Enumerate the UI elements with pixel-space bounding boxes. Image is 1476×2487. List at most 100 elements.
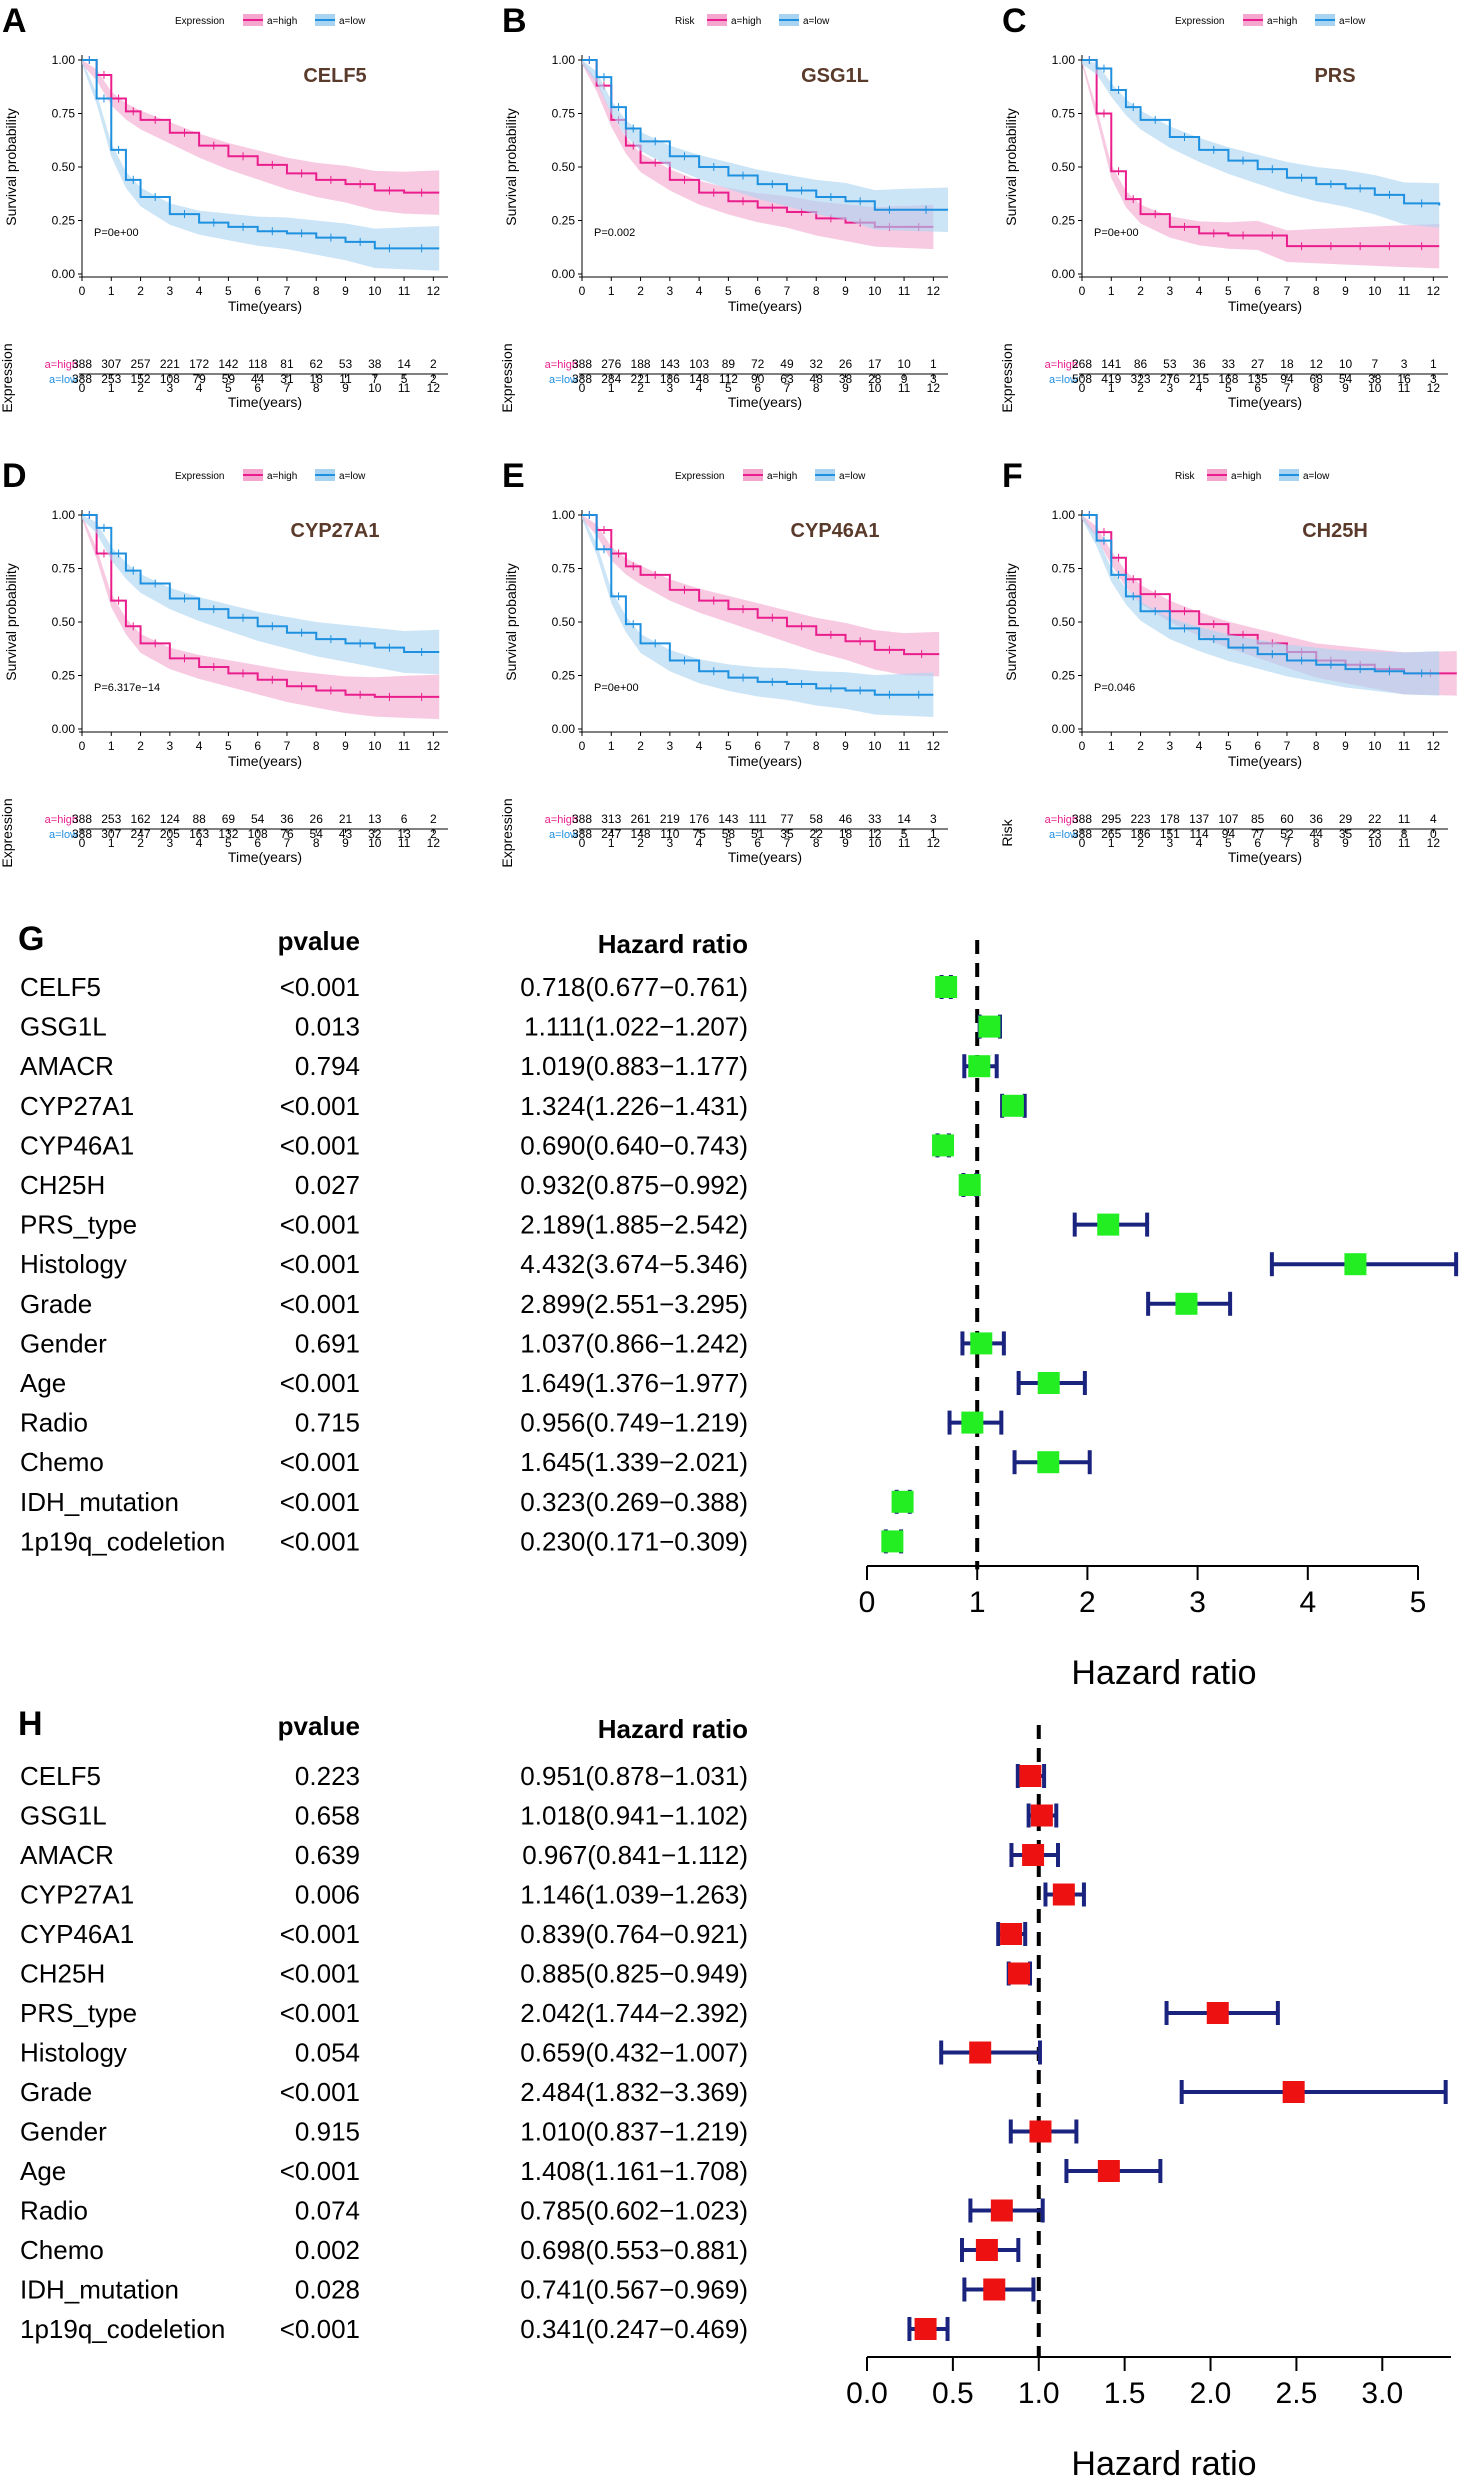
x-tick-label: 0: [1079, 739, 1086, 753]
risk-x-tick-label: 9: [1342, 381, 1349, 395]
x-tick-label: 8: [313, 284, 320, 298]
x-tick-label: 8: [813, 739, 820, 753]
hazard-ratio-point: [914, 2318, 937, 2340]
panel-letter-D: D: [2, 457, 27, 495]
hazard-ratio-point: [978, 1015, 1001, 1038]
pvalue-value: 0.691: [295, 1328, 360, 1358]
ci-band-high: [1082, 515, 1457, 696]
risk-table-title: Expression: [499, 343, 515, 412]
pvalue-value: <0.001: [280, 1091, 360, 1121]
y-tick-label: 0.75: [52, 562, 76, 576]
hazard-ratio-point: [1052, 1883, 1075, 1906]
y-tick-label: 0.75: [1052, 562, 1076, 576]
hazard-ratio-header: Hazard ratio: [598, 1714, 748, 1744]
risk-count: 36: [1192, 357, 1206, 371]
risk-count: 33: [1222, 357, 1236, 371]
risk-count: 17: [868, 357, 882, 371]
legend-label-low: a=low: [339, 16, 366, 27]
risk-x-tick-label: 12: [927, 381, 941, 395]
legend-label-high: a=high: [1231, 471, 1261, 482]
forest-x-tick-label: 0.5: [932, 2377, 974, 2410]
x-tick-label: 10: [368, 284, 382, 298]
hazard-ratio-point: [1037, 1372, 1060, 1394]
risk-count: 3: [930, 372, 937, 386]
risk-count: 58: [722, 827, 736, 841]
x-tick-label: 12: [427, 284, 441, 298]
gene-name-label: CH25H: [1302, 520, 1368, 542]
x-tick-label: 1: [108, 284, 115, 298]
x-tick-label: 8: [1313, 284, 1320, 298]
risk-count: 247: [601, 827, 621, 841]
risk-count: 1: [1430, 357, 1437, 371]
x-tick-label: 12: [1427, 739, 1441, 753]
risk-count: 13: [368, 812, 382, 826]
legend-title: Expression: [1175, 16, 1224, 27]
risk-count: 3: [1401, 357, 1408, 371]
risk-x-tick-label: 10: [1368, 381, 1382, 395]
risk-count: 32: [810, 357, 824, 371]
risk-group-label: a=low: [49, 374, 78, 386]
hazard-ratio-point: [1008, 1962, 1031, 1985]
risk-count: 2: [430, 827, 437, 841]
variable-label: 1p19q_codeletion: [20, 1526, 225, 1556]
hazard-ratio-point: [1097, 1213, 1120, 1236]
forest-x-tick-label: 1: [969, 1586, 986, 1619]
risk-x-tick-label: 5: [725, 836, 732, 850]
hazard-ratio-point: [961, 1411, 984, 1434]
risk-count: 221: [160, 357, 180, 371]
variable-label: CH25H: [20, 1959, 105, 1989]
y-tick-label: 0.75: [552, 107, 576, 121]
hazard-ratio-value: 0.967(0.841−1.112): [522, 1840, 748, 1870]
risk-count: 4: [1430, 812, 1437, 826]
variable-label: PRS_type: [20, 1210, 137, 1240]
risk-x-tick-label: 11: [898, 381, 911, 395]
variable-label: CYP46A1: [20, 1919, 134, 1949]
risk-x-tick-label: 8: [313, 381, 320, 395]
ci-band-high: [82, 515, 440, 720]
hazard-ratio-value: 4.432(3.674−5.346): [520, 1249, 748, 1279]
x-tick-label: 11: [398, 739, 411, 753]
panel-letter-H: H: [18, 1705, 43, 1743]
x-tick-label: 7: [1284, 739, 1291, 753]
risk-count: 59: [222, 372, 236, 386]
pvalue-value: <0.001: [280, 1487, 360, 1517]
hazard-ratio-point: [1001, 1094, 1024, 1117]
risk-x-tick-label: 4: [196, 381, 203, 395]
x-tick-label: 3: [1166, 284, 1173, 298]
risk-count: 186: [660, 372, 680, 386]
variable-label: Chemo: [20, 1447, 104, 1477]
variable-label: Histology: [20, 1249, 127, 1279]
risk-count: 151: [1160, 827, 1180, 841]
risk-x-tick-label: 11: [898, 836, 911, 850]
hazard-ratio-point: [1037, 1451, 1060, 1474]
risk-x-tick-label: 8: [813, 381, 820, 395]
risk-x-tick-label: 12: [427, 836, 441, 850]
x-tick-label: 4: [1196, 284, 1203, 298]
risk-count: 14: [397, 357, 411, 371]
risk-count: 388: [72, 812, 92, 826]
legend-title: Risk: [675, 16, 695, 27]
risk-x-tick-label: 2: [637, 381, 644, 395]
x-axis-title: Time(years): [1228, 298, 1302, 314]
risk-x-tick-label: 3: [166, 836, 173, 850]
risk-count: 388: [572, 357, 592, 371]
risk-count: 172: [189, 357, 209, 371]
pvalue-value: <0.001: [280, 1289, 360, 1319]
legend-label-high: a=high: [267, 16, 297, 27]
risk-count: 261: [631, 812, 651, 826]
risk-count: 23: [1368, 827, 1382, 841]
x-tick-label: 5: [225, 284, 232, 298]
risk-count: 32: [368, 827, 382, 841]
ci-band-low: [1082, 60, 1440, 228]
risk-count: 152: [131, 372, 151, 386]
risk-x-axis-title: Time(years): [1228, 394, 1302, 410]
risk-count: 38: [1368, 372, 1382, 386]
risk-x-tick-label: 4: [696, 381, 703, 395]
risk-x-tick-label: 1: [1108, 381, 1115, 395]
hazard-ratio-point: [975, 2239, 998, 2261]
risk-count: 28: [868, 372, 882, 386]
hazard-ratio-point: [1206, 2002, 1229, 2024]
hazard-ratio-value: 0.839(0.764−0.921): [520, 1919, 748, 1949]
pvalue-value: 0.658: [295, 1801, 360, 1831]
risk-count: 10: [897, 357, 911, 371]
